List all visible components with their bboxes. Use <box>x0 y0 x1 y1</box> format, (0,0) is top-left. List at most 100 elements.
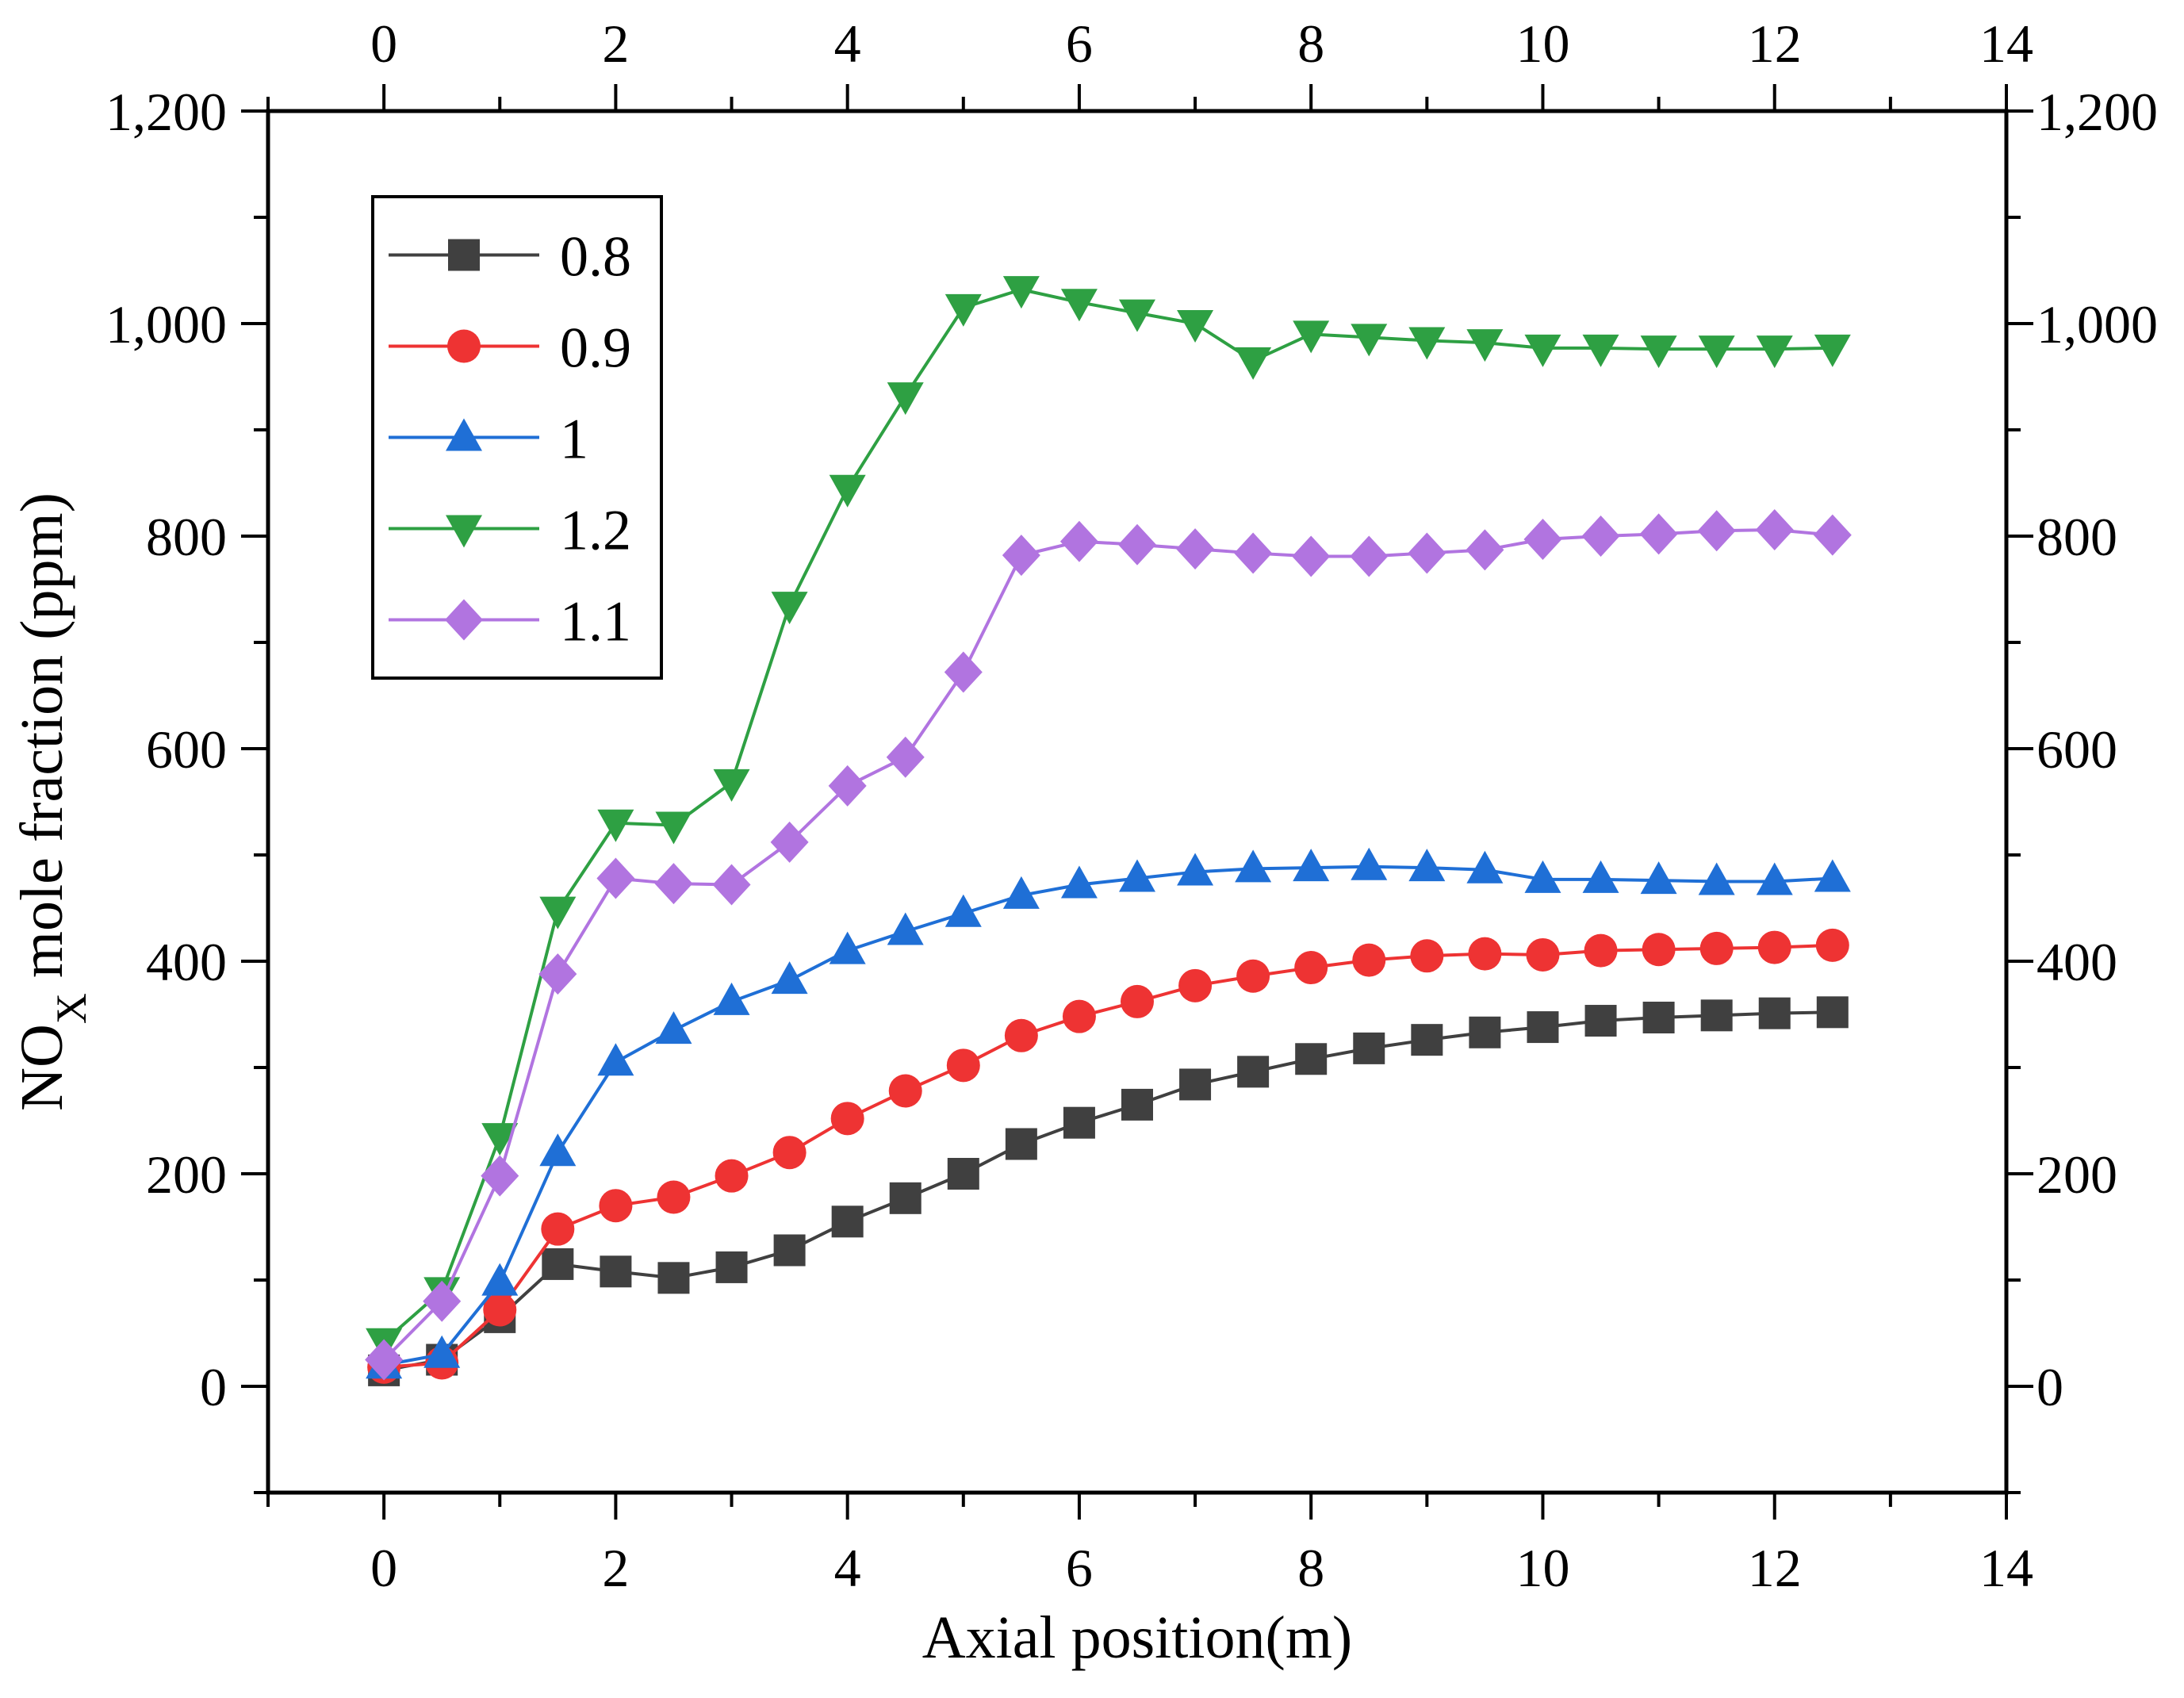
data-point <box>1005 1128 1037 1160</box>
data-point <box>1816 996 1849 1029</box>
data-point <box>1295 1043 1328 1075</box>
data-point <box>657 1180 691 1214</box>
data-point <box>947 1158 979 1190</box>
data-point <box>1410 939 1444 973</box>
data-point <box>1176 528 1215 570</box>
data-point <box>483 1293 517 1327</box>
data-point <box>1756 335 1793 369</box>
data-point <box>1352 943 1386 977</box>
legend-label: 0.9 <box>560 316 631 380</box>
y-tick-label-left: 0 <box>200 1357 227 1417</box>
x-tick-label-top: 10 <box>1515 13 1569 74</box>
y-tick-label-right: 0 <box>2036 1357 2063 1417</box>
data-point <box>1293 849 1330 882</box>
data-point <box>1121 1088 1153 1121</box>
data-point <box>481 1263 519 1296</box>
y-tick-label-right: 1,200 <box>2036 82 2158 142</box>
y-tick-label-left: 400 <box>146 932 227 992</box>
data-point <box>1351 324 1388 357</box>
data-point <box>1119 859 1155 892</box>
data-point <box>1177 853 1214 886</box>
data-point <box>655 1011 692 1044</box>
series-line <box>383 864 1833 1367</box>
data-point <box>1408 327 1446 360</box>
data-point <box>541 1212 575 1246</box>
y-tick-label-left: 1,200 <box>105 82 227 142</box>
data-point <box>1063 1106 1095 1139</box>
data-point <box>1524 334 1561 367</box>
data-point <box>944 894 982 927</box>
data-point <box>1815 928 1849 962</box>
data-point <box>1004 1018 1038 1052</box>
y-tick-label-right: 400 <box>2036 932 2117 992</box>
y-axis-title-rest: mole fraction (ppm) <box>9 493 75 993</box>
data-point <box>539 1133 577 1167</box>
data-point <box>600 1255 632 1288</box>
y-tick-label-left: 600 <box>146 719 227 780</box>
legend-entry: 1.2 <box>389 499 631 562</box>
data-point <box>423 1335 461 1368</box>
data-point <box>1466 329 1504 362</box>
data-point <box>1581 516 1620 557</box>
x-tick-label-top: 12 <box>1748 13 1802 74</box>
data-point <box>771 961 808 995</box>
data-point <box>887 912 924 945</box>
legend-entry: 0.8 <box>389 225 631 289</box>
data-point <box>713 982 750 1015</box>
data-point <box>1524 860 1561 893</box>
y-tick-label-right: 200 <box>2036 1144 2117 1205</box>
data-point <box>1177 310 1214 343</box>
data-point <box>1468 937 1502 971</box>
data-point <box>1526 937 1560 972</box>
y-tick-label-left: 1,000 <box>105 294 227 355</box>
data-point <box>538 953 577 995</box>
legend-marker <box>446 418 482 451</box>
data-point <box>1814 334 1851 367</box>
data-point <box>944 293 982 327</box>
data-point <box>1640 861 1677 895</box>
data-point <box>1699 931 1734 965</box>
data-point <box>889 1182 921 1214</box>
data-point <box>1757 930 1791 964</box>
data-point <box>1292 535 1331 577</box>
data-point <box>1002 276 1040 309</box>
x-tick-label-bottom: 8 <box>1297 1538 1324 1598</box>
data-point <box>1813 514 1852 556</box>
data-point <box>1814 859 1851 892</box>
x-tick-label-top: 6 <box>1066 13 1093 74</box>
data-point <box>1002 535 1040 577</box>
x-tick-label-bottom: 2 <box>602 1538 629 1598</box>
legend-marker <box>446 515 482 548</box>
data-point <box>771 592 808 625</box>
data-point <box>1582 334 1619 367</box>
y-axis-title: NOX mole fraction (ppm) <box>9 493 95 1111</box>
data-point <box>715 1159 749 1193</box>
data-point <box>1469 1016 1501 1048</box>
data-point <box>1350 535 1389 577</box>
data-point <box>712 864 751 906</box>
data-point <box>1179 1068 1212 1101</box>
data-point <box>1408 532 1446 574</box>
data-point <box>886 736 925 778</box>
data-point <box>1119 299 1155 332</box>
data-point <box>481 1155 519 1197</box>
x-tick-label-bottom: 6 <box>1066 1538 1093 1598</box>
data-point <box>830 1102 864 1136</box>
plot-frame <box>266 109 2009 1495</box>
data-point <box>1408 849 1446 882</box>
data-point <box>1178 968 1213 1002</box>
data-point <box>713 769 750 802</box>
x-axis-title: Axial position(m) <box>922 1604 1353 1671</box>
x-tick-label-top: 0 <box>370 13 397 74</box>
data-point <box>481 1123 519 1156</box>
x-tick-label-top: 14 <box>1979 13 2033 74</box>
series-1 <box>366 847 1851 1379</box>
series-0-9 <box>367 928 1849 1384</box>
data-point <box>831 1205 864 1238</box>
x-tick-label-bottom: 4 <box>834 1538 861 1598</box>
data-point <box>1237 1056 1270 1088</box>
data-point <box>654 863 693 905</box>
data-point <box>828 765 867 807</box>
y-tick-label-left: 200 <box>146 1144 227 1205</box>
